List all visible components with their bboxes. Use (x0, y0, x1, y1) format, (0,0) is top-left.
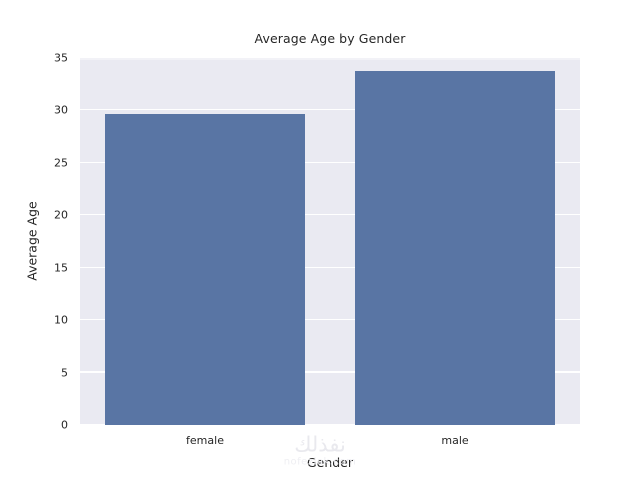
gridline-y-15 (80, 266, 580, 268)
bar-female (105, 113, 305, 425)
gridline-y-0 (80, 423, 580, 425)
watermark-arabic-text: نفذلك (294, 432, 346, 457)
y-tick-label-20: 20 (54, 208, 68, 222)
gridline-y-20 (80, 214, 580, 216)
y-tick-label-5: 5 (61, 366, 68, 380)
y-tick-label-25: 25 (54, 156, 68, 170)
y-tick-label-10: 10 (54, 313, 68, 327)
plot-area (80, 58, 580, 425)
x-tick-label-male: male (441, 434, 469, 447)
gridline-y-5 (80, 371, 580, 373)
y-tick-label-30: 30 (54, 103, 68, 117)
gridline-y-25 (80, 161, 580, 163)
gridline-y-30 (80, 109, 580, 111)
y-tick-label-15: 15 (54, 261, 68, 275)
gridline-y-10 (80, 318, 580, 321)
x-axis-label: Gender (306, 455, 354, 470)
x-tick-label-female: female (186, 434, 224, 447)
y-tick-label-35: 35 (54, 51, 68, 65)
chart-title: Average Age by Gender (254, 31, 406, 46)
y-tick-label-0: 0 (61, 418, 68, 432)
y-axis-label-text: Average Age (24, 201, 40, 281)
bar-male (355, 70, 555, 425)
